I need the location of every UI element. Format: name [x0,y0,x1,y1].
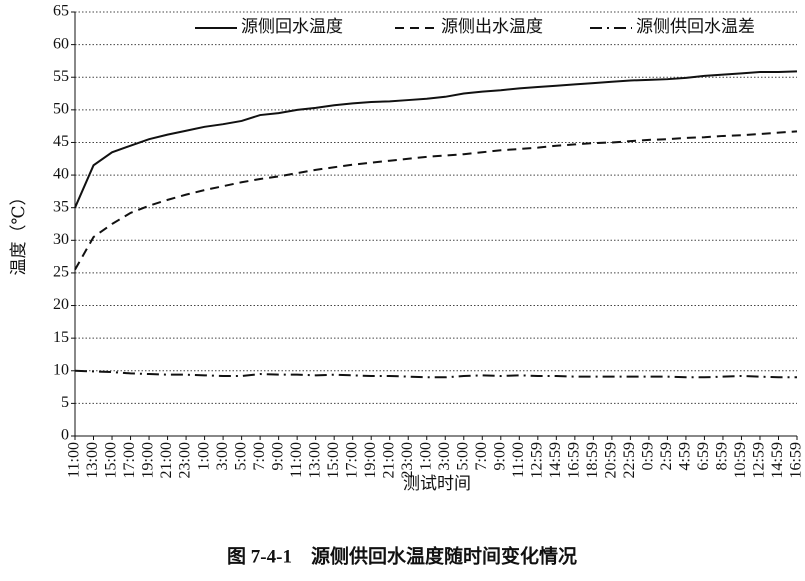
y-tick-label: 0 [61,427,69,444]
x-tick-label: 14:59 [769,442,786,478]
x-tick-label: 0:59 [640,442,657,470]
x-tick-label: 14:59 [547,442,564,478]
x-tick-label: 13:00 [306,442,323,478]
y-tick-label: 60 [53,35,69,52]
y-tick-label: 65 [53,3,69,20]
y-tick-label: 15 [53,329,69,346]
y-tick-label: 40 [53,166,69,183]
x-tick-label: 11:00 [510,442,527,478]
x-tick-label: 20:59 [603,442,620,478]
x-tick-label: 16:59 [566,442,583,478]
y-tick-label: 25 [53,264,69,281]
x-tick-label: 19:00 [362,442,379,478]
x-tick-label: 9:00 [269,442,286,470]
y-tick-label: 35 [53,198,69,215]
x-tick-label: 22:59 [621,442,638,478]
x-tick-label: 7:00 [473,442,490,470]
y-tick-label: 20 [53,296,69,313]
caption: 图 7-4-1 源侧供回水温度随时间变化情况 [227,544,577,567]
legend-label: 源侧出水温度 [441,17,543,36]
data-line [74,130,798,271]
data-line [74,70,798,209]
x-tick-label: 1:00 [195,442,212,470]
y-tick-label: 50 [53,101,69,118]
x-tick-label: 1:00 [417,442,434,470]
y-tick-label: 10 [53,361,69,378]
x-tick-label: 9:00 [491,442,508,470]
x-tick-label: 2:59 [658,442,675,470]
y-tick-label: 5 [61,394,69,411]
x-axis-label: 测试时间 [403,474,471,493]
x-tick-label: 6:59 [695,442,712,470]
y-axis-label: 温度（℃） [9,188,28,275]
x-tick-label: 8:59 [714,442,731,470]
y-tick-label: 55 [53,68,69,85]
y-tick-label: 30 [53,231,69,248]
y-tick-label: 45 [53,133,69,150]
x-tick-label: 10:59 [732,442,749,478]
x-tick-label: 18:59 [584,442,601,478]
x-tick-label: 15:00 [325,442,342,478]
x-tick-label: 15:00 [103,442,120,478]
x-tick-label: 5:00 [454,442,471,470]
data-line [74,369,797,379]
x-tick-label: 5:00 [232,442,249,470]
x-tick-label: 12:59 [751,442,768,478]
x-tick-label: 21:00 [158,442,175,478]
x-tick-label: 13:00 [84,442,101,478]
x-tick-label: 23:00 [399,442,416,478]
x-tick-label: 3:00 [214,442,231,470]
legend-label: 源侧供回水温差 [636,17,755,36]
x-tick-label: 16:59 [788,442,805,478]
x-tick-label: 17:00 [343,442,360,478]
x-tick-label: 21:00 [380,442,397,478]
x-tick-label: 23:00 [177,442,194,478]
x-tick-label: 19:00 [140,442,157,478]
x-tick-label: 17:00 [121,442,138,478]
x-tick-label: 12:59 [528,442,545,478]
legend-label: 源侧回水温度 [241,17,343,36]
x-tick-label: 11:00 [288,442,305,478]
x-tick-label: 7:00 [251,442,268,470]
x-tick-label: 11:00 [66,442,83,478]
x-tick-label: 3:00 [436,442,453,470]
x-tick-label: 4:59 [677,442,694,470]
